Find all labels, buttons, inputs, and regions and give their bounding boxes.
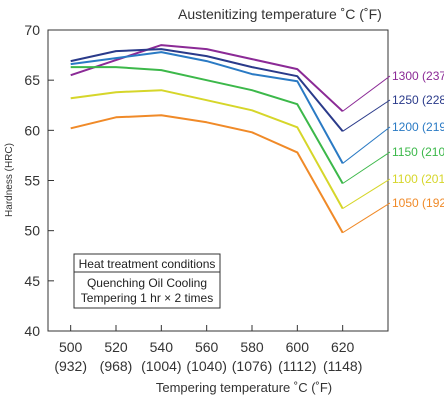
y-tick-label: 60 [24, 122, 40, 138]
x-tick-label-fahrenheit: (1148) [323, 358, 362, 374]
series-line-1 [70, 48, 344, 132]
box-line: Quenching Oil Cooling [87, 276, 207, 290]
box-title: Heat treatment conditions [79, 257, 216, 271]
series-connector [342, 99, 391, 132]
x-tick-label-fahrenheit: (968) [100, 358, 133, 374]
x-tick-label: 620 [331, 339, 355, 355]
x-axis-label: Tempering temperature ˚C (˚F) [156, 380, 332, 395]
y-tick-label: 40 [24, 323, 40, 339]
series-label: 1300 (2372) [392, 69, 444, 83]
heat-treatment-box: Heat treatment conditions Quenching Oil C… [73, 253, 221, 309]
y-tick-label: 50 [24, 223, 40, 239]
x-tick-label: 500 [59, 339, 83, 355]
y-tick-label: 45 [24, 273, 40, 289]
x-tick-label: 560 [195, 339, 219, 355]
y-tick-label: 70 [24, 22, 40, 38]
x-tick-label: 580 [240, 339, 264, 355]
box-frame [73, 253, 221, 309]
series-lines [70, 44, 344, 234]
series-line-2 [70, 51, 344, 164]
series-labels: 1300 (2372) 1250 (2282) 1200 (2192) 1150 (2… [342, 69, 444, 234]
series-connector [342, 75, 391, 112]
series-label: 1150 (2102) [392, 145, 444, 159]
series-label: 1050 (1922) [392, 196, 444, 210]
series-connector [342, 151, 391, 184]
series-label: 1200 (2192) [392, 120, 444, 134]
x-tick-label-fahrenheit: (1076) [232, 358, 272, 374]
y-tick-label: 55 [24, 173, 40, 189]
series-line-4 [70, 89, 344, 210]
y-axis-label: Hardness (HRC) [4, 143, 15, 217]
series-connector [342, 202, 391, 234]
series-connector [342, 126, 391, 164]
y-tick-label: 65 [24, 72, 40, 88]
x-tick-label: 540 [150, 339, 174, 355]
box-line: Tempering 1 hr × 2 times [81, 291, 213, 305]
series-line-3 [70, 66, 344, 184]
x-tick-label-fahrenheit: (932) [54, 358, 87, 374]
y-axis: 40 45 50 55 60 65 70 [24, 22, 54, 339]
series-line-5 [70, 114, 344, 234]
series-label: 1250 (2282) [392, 93, 444, 107]
x-tick-label-fahrenheit: (1112) [278, 358, 316, 374]
x-tick-label-fahrenheit: (1004) [141, 358, 181, 374]
series-connector [342, 178, 391, 210]
x-tick-label: 600 [286, 339, 310, 355]
x-tick-label: 520 [104, 339, 128, 355]
series-line-0 [70, 44, 344, 113]
series-label: 1100 (2012) [392, 172, 444, 186]
x-tick-label-fahrenheit: (1040) [186, 358, 226, 374]
x-axis: 500 (932) 520 (968) 540 (1004) 560 (1040) 580 (10… [54, 325, 362, 374]
chart-title: Austenitizing temperature ˚C (˚F) [178, 6, 382, 22]
